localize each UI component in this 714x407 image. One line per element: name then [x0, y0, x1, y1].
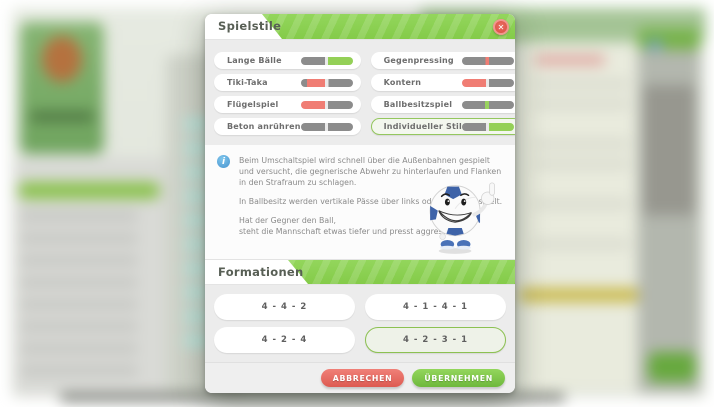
description-line: steht die Mannschaft etwas tiefer und pr…: [239, 226, 456, 236]
description-paragraph: Hat der Gegner den Ball, steht die Manns…: [239, 216, 503, 238]
style-item-individueller-stil[interactable]: Individueller Stil: [370, 118, 515, 135]
formation-label: 4 - 4 - 2: [261, 302, 308, 312]
style-slider[interactable]: [300, 122, 353, 131]
bg-right-panel-header: [535, 55, 605, 65]
style-item-lange-baelle[interactable]: Lange Bälle: [214, 52, 361, 69]
bg-roster-chip: [184, 118, 211, 131]
bg-roster-chip: [184, 214, 211, 227]
formations-grid: 4 - 4 - 2 4 - 1 - 4 - 1 4 - 2 - 4 4 - 2 …: [205, 285, 515, 362]
style-slider[interactable]: [300, 56, 353, 65]
bg-far-right-dot: [648, 40, 662, 50]
bg-sidebar-item: [20, 322, 138, 331]
bg-sidebar-item: [20, 234, 138, 243]
bg-sidebar-item: [20, 212, 138, 221]
bg-sidebar-item: [20, 344, 138, 353]
style-item-beton-anruehren[interactable]: Beton anrühren: [214, 118, 361, 135]
bg-sidebar-item: [20, 256, 138, 265]
dialog-footer: ABBRECHEN ÜBERNEHMEN: [205, 362, 515, 393]
style-description-panel: i Beim Umschaltspiel wird schnell über d…: [205, 145, 515, 259]
formation-label: 4 - 2 - 3 - 1: [403, 335, 468, 345]
bg-roster-chip: [184, 166, 211, 179]
bg-panel-row: [532, 80, 630, 88]
bg-roster-chip: [184, 262, 211, 275]
formation-label: 4 - 1 - 4 - 1: [403, 302, 468, 312]
style-slider[interactable]: [461, 100, 514, 109]
style-item-gegenpressing[interactable]: Gegenpressing: [370, 52, 515, 69]
style-slider[interactable]: [461, 78, 514, 87]
bg-sidebar-item: [20, 366, 138, 375]
formations-green-band: [288, 260, 515, 284]
confirm-button[interactable]: ÜBERNEHMEN: [412, 369, 505, 387]
bg-right-panel: [520, 45, 636, 390]
style-item-kontern[interactable]: Kontern: [370, 74, 515, 91]
header-green-band: [262, 14, 515, 39]
style-label: Individueller Stil: [383, 122, 462, 131]
bg-far-right-button: [648, 352, 696, 382]
bg-panel-row: [532, 160, 630, 168]
close-icon-glyph: ✕: [497, 22, 505, 32]
bg-roster-chip: [184, 286, 211, 299]
bg-panel-row: [532, 140, 630, 148]
style-label: Ballbesitzspiel: [383, 100, 453, 109]
bg-yellow-band: [520, 288, 638, 302]
cancel-button[interactable]: ABBRECHEN: [320, 369, 405, 387]
info-icon-glyph: i: [221, 156, 226, 167]
formation-label: 4 - 2 - 4: [261, 335, 308, 345]
style-item-fluegelspiel[interactable]: Flügelspiel: [214, 96, 361, 113]
spielstile-dialog: Spielstile ✕ Lange Bälle Gegenpressing T…: [205, 14, 515, 393]
close-icon[interactable]: ✕: [493, 19, 509, 35]
style-item-ballbesitzspiel[interactable]: Ballbesitzspiel: [370, 96, 515, 113]
bg-roster-chip: [184, 142, 211, 155]
style-label: Flügelspiel: [227, 100, 279, 109]
formation-4-4-2[interactable]: 4 - 4 - 2: [214, 294, 355, 320]
dialog-title: Spielstile: [218, 19, 282, 33]
bg-roster-chip: [184, 310, 211, 323]
formation-4-2-3-1[interactable]: 4 - 2 - 3 - 1: [365, 327, 506, 353]
bg-player-name: [30, 112, 94, 121]
description-paragraph: In Ballbesitz werden vertikale Pässe übe…: [239, 196, 503, 206]
bg-far-right-header: [638, 28, 700, 50]
bg-panel-row: [532, 100, 630, 108]
style-slider[interactable]: [461, 56, 514, 65]
formation-4-2-4[interactable]: 4 - 2 - 4: [214, 327, 355, 353]
formation-4-1-4-1[interactable]: 4 - 1 - 4 - 1: [365, 294, 506, 320]
style-label: Gegenpressing: [383, 56, 454, 65]
description-paragraph: Beim Umschaltspiel wird schnell über die…: [239, 156, 502, 187]
bg-far-right-texture: [643, 85, 695, 215]
style-slider[interactable]: [300, 78, 353, 87]
bg-sidebar-active-item: [18, 182, 160, 199]
formations-title: Formationen: [218, 265, 304, 279]
bg-sidebar-item: [20, 278, 138, 287]
style-label: Tiki-Taka: [227, 78, 268, 87]
style-slider[interactable]: [300, 100, 353, 109]
style-label: Beton anrühren: [227, 122, 301, 131]
bg-roster-chip: [184, 238, 211, 251]
bg-roster-chip: [184, 334, 211, 347]
info-icon: i: [217, 155, 230, 168]
dialog-header: Spielstile ✕: [205, 14, 515, 40]
bg-player-portrait: [42, 36, 82, 82]
bg-sidebar-item: [20, 300, 138, 309]
style-item-tiki-taka[interactable]: Tiki-Taka: [214, 74, 361, 91]
bg-panel-row: [532, 240, 630, 248]
style-description-text: Beim Umschaltspiel wird schnell über die…: [239, 156, 503, 237]
description-line: Hat der Gegner den Ball,: [239, 215, 336, 225]
style-label: Lange Bälle: [227, 56, 282, 65]
style-slider[interactable]: [461, 122, 514, 131]
formations-header: Formationen: [205, 259, 515, 285]
bg-roster-chip: [184, 190, 211, 203]
style-label: Kontern: [383, 78, 422, 87]
playing-styles-grid: Lange Bälle Gegenpressing Tiki-Taka Kont…: [205, 40, 515, 145]
bg-bottom-bar: [60, 394, 565, 401]
soccer-ball-mascot-icon: [429, 182, 495, 254]
bg-panel-row: [532, 200, 630, 208]
